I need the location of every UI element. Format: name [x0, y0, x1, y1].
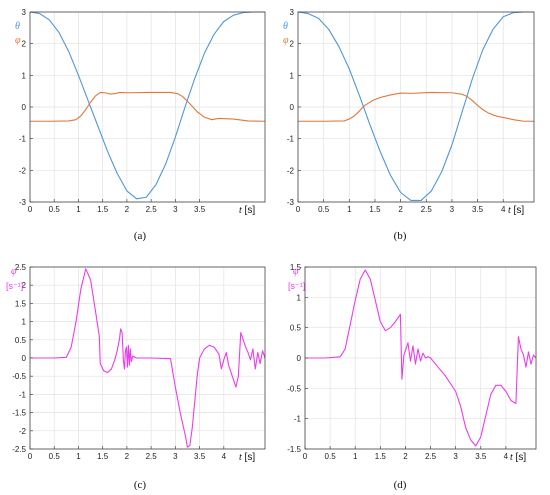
- y-tick-label: -1: [294, 415, 302, 424]
- y-axis-unit: [s⁻¹]: [6, 281, 23, 291]
- legend-theta: θ: [15, 21, 20, 32]
- y-tick-label: -3: [287, 198, 295, 207]
- x-tick-label: 4: [222, 452, 227, 461]
- y-tick-label: -1: [287, 135, 295, 144]
- legend-phi: φ: [283, 35, 289, 46]
- x-tick-label: 0: [303, 452, 308, 461]
- y-tick-label: -1: [19, 135, 27, 144]
- x-tick-label: 2: [125, 452, 130, 461]
- x-tick-label: 2.5: [146, 205, 158, 214]
- chart-panel-d: 0 0.5 1 1.5 2 2.5 3 3.5 4 1.5 1 0.5 0 -0.5 -1 -1.5 t [s]…: [287, 263, 537, 491]
- panel-caption-b: (b): [394, 230, 407, 242]
- x-tick-label: 4: [504, 452, 509, 461]
- x-tick-label: 3: [450, 205, 455, 214]
- x-tick-label: 2: [398, 205, 403, 214]
- x-tick-label: 3: [173, 452, 178, 461]
- y-tick-label: 0: [297, 354, 302, 363]
- y-tick-label: 1: [297, 293, 302, 302]
- x-tick-label: 2.5: [421, 205, 433, 214]
- x-tick-label: 2.5: [146, 452, 158, 461]
- x-tick-label: 0.5: [49, 205, 61, 214]
- x-tick-label: 0: [28, 452, 33, 461]
- y-tick-label: 0: [290, 103, 295, 112]
- legend-phi: φ: [15, 35, 21, 46]
- panel-caption-c: (c): [134, 479, 147, 491]
- y-tick-label: 3: [290, 8, 295, 17]
- series-line-first: [29, 11, 265, 200]
- x-tick-label: 0: [296, 205, 301, 214]
- panel-caption-a: (a): [134, 230, 147, 242]
- chart-panel-c: 0 0.5 1 1.5 2 2.5 3 3.5 4 2.5 2 1.5 1 0.5 0 -0.5 -1 -1.5 -…: [6, 263, 266, 491]
- x-tick-label: 1: [353, 452, 358, 461]
- x-tick-label: 2.5: [425, 452, 437, 461]
- x-tick-label: 1.5: [369, 205, 381, 214]
- x-tick-label: 4: [501, 205, 506, 214]
- series-line-first: [305, 269, 537, 447]
- x-tick-label: 3.5: [194, 205, 206, 214]
- y-axis-unit: [s⁻¹]: [288, 281, 305, 291]
- y-tick-label: 0: [22, 354, 27, 363]
- x-tick-label: 0.5: [49, 452, 61, 461]
- x-tick-label: 2: [125, 205, 130, 214]
- y-tick-label: -0.5: [287, 384, 301, 393]
- series-line-first: [30, 268, 266, 448]
- y-tick-label: -2.5: [12, 445, 26, 454]
- panel-caption-d: (d): [394, 479, 407, 491]
- y-tick-label: 1.5: [15, 299, 27, 308]
- y-tick-label: 2: [22, 40, 27, 49]
- y-tick-label: 0: [22, 103, 27, 112]
- x-tick-label: 1.5: [97, 205, 109, 214]
- y-tick-label: 0.5: [290, 324, 302, 333]
- x-tick-label: 3: [173, 205, 178, 214]
- x-tick-label: 1.5: [375, 452, 387, 461]
- x-tick-label: 3.5: [194, 452, 206, 461]
- y-tick-label: -2: [19, 166, 27, 175]
- x-tick-label: 1.5: [97, 452, 109, 461]
- y-tick-label: 2: [290, 40, 295, 49]
- y-tick-label: -0.5: [12, 372, 26, 381]
- series-line-first: [297, 11, 534, 201]
- x-tick-label: 0: [28, 205, 33, 214]
- y-tick-label: -1: [19, 390, 27, 399]
- x-axis-label: t [s]: [239, 205, 255, 216]
- y-tick-label: 0.5: [15, 336, 27, 345]
- y-tick-label: -1.5: [287, 445, 301, 454]
- x-tick-label: 1: [347, 205, 352, 214]
- y-tick-label: -3: [19, 198, 27, 207]
- x-tick-label: 1: [76, 452, 81, 461]
- series-line-second: [298, 91, 534, 122]
- y-axis-label: φ̇: [11, 266, 20, 277]
- legend-theta: θ: [283, 21, 288, 32]
- x-axis-label: t [s]: [239, 452, 255, 463]
- x-tick-label: 2: [403, 452, 408, 461]
- y-tick-label: 2: [22, 281, 27, 290]
- x-tick-label: 3: [453, 452, 458, 461]
- x-tick-label: 1: [76, 205, 81, 214]
- y-tick-label: 1: [22, 318, 27, 327]
- y-tick-label: -1.5: [12, 409, 26, 418]
- y-tick-label: 1: [290, 71, 295, 80]
- y-tick-label: 1: [22, 71, 27, 80]
- y-tick-label: 3: [22, 8, 27, 17]
- x-axis-label: t [s]: [510, 452, 526, 463]
- x-tick-label: 0.5: [318, 205, 330, 214]
- chart-panel-a: 0 0.5 1 1.5 2 2.5 3 3.5 3 2 1 0 -1 -2 -3 t [s] θφ (a): [15, 8, 266, 242]
- y-axis-label: φ̇: [293, 266, 302, 277]
- y-tick-label: -2: [287, 166, 295, 175]
- y-tick-label: 2.5: [15, 263, 27, 272]
- x-tick-label: 3.5: [472, 205, 484, 214]
- x-axis-label: t [s]: [508, 205, 524, 216]
- x-tick-label: 0.5: [325, 452, 337, 461]
- series-line-second: [30, 91, 266, 122]
- x-tick-label: 3.5: [475, 452, 487, 461]
- chart-panel-b: 0 0.5 1 1.5 2 2.5 3 3.5 4 3 2 1 0 -1 -2 -3 t [s] θφ (b): [283, 8, 535, 242]
- y-tick-label: -2: [19, 427, 27, 436]
- y-tick-label: 1.5: [290, 263, 302, 272]
